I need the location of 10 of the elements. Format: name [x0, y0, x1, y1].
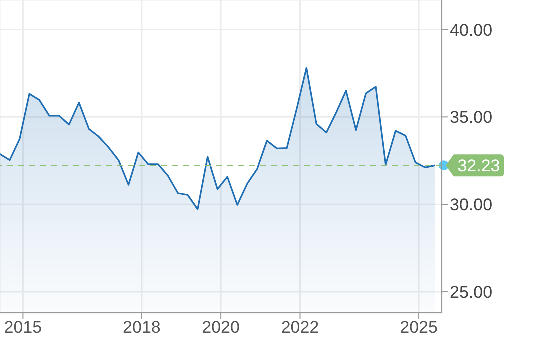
y-tick-label: 25.00 [450, 283, 493, 302]
x-tick-label: 2025 [400, 318, 438, 338]
ref-line-label: 32.23 [458, 156, 500, 176]
y-tick-label: 35.00 [450, 108, 493, 128]
x-tick-label: 2022 [281, 318, 320, 338]
x-tick-label: 2018 [123, 318, 161, 338]
y-tick-label: 30.00 [450, 196, 493, 215]
x-tick-label: 2015 [4, 318, 42, 338]
y-tick-label: 40.00 [450, 20, 493, 40]
x-tick-label: 2020 [202, 318, 240, 338]
